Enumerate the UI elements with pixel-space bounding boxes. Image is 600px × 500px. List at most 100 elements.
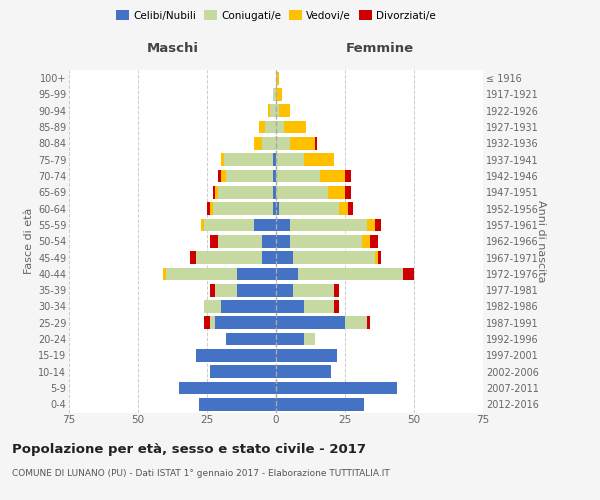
Bar xyxy=(273,186,276,198)
Bar xyxy=(215,186,218,198)
Bar xyxy=(276,316,345,329)
Bar xyxy=(254,137,262,150)
Bar xyxy=(279,104,290,117)
Bar xyxy=(276,202,279,215)
Bar xyxy=(290,235,362,248)
Bar xyxy=(262,251,276,264)
Bar xyxy=(221,154,224,166)
Bar xyxy=(376,218,381,232)
Bar xyxy=(370,235,378,248)
Bar xyxy=(334,284,340,296)
Bar xyxy=(215,284,238,296)
Bar xyxy=(204,218,254,232)
Bar xyxy=(367,218,376,232)
Bar xyxy=(276,251,293,264)
Bar xyxy=(265,120,276,134)
Bar xyxy=(367,316,370,329)
Bar xyxy=(226,332,276,345)
Bar xyxy=(276,332,304,345)
Bar xyxy=(276,186,328,198)
Bar xyxy=(226,170,273,182)
Bar xyxy=(362,235,370,248)
Bar xyxy=(378,251,381,264)
Bar xyxy=(276,382,397,394)
Bar xyxy=(304,300,334,313)
Y-axis label: Fasce di età: Fasce di età xyxy=(23,208,34,274)
Bar xyxy=(210,202,212,215)
Bar xyxy=(268,104,271,117)
Bar xyxy=(218,235,262,248)
Bar xyxy=(403,268,414,280)
Bar xyxy=(238,268,276,280)
Bar xyxy=(259,120,265,134)
Bar xyxy=(204,300,221,313)
Bar xyxy=(254,218,276,232)
Bar xyxy=(276,268,298,280)
Bar xyxy=(262,137,276,150)
Bar xyxy=(210,366,276,378)
Bar xyxy=(199,398,276,410)
Bar xyxy=(202,218,204,232)
Bar xyxy=(334,300,340,313)
Bar xyxy=(276,170,320,182)
Bar xyxy=(328,186,345,198)
Bar xyxy=(284,120,307,134)
Bar xyxy=(196,349,276,362)
Bar xyxy=(212,186,215,198)
Bar xyxy=(345,170,350,182)
Bar xyxy=(276,300,304,313)
Bar xyxy=(207,202,210,215)
Bar xyxy=(204,316,210,329)
Bar xyxy=(276,88,281,101)
Text: Popolazione per età, sesso e stato civile - 2017: Popolazione per età, sesso e stato civil… xyxy=(12,442,366,456)
Bar xyxy=(276,72,279,85)
Bar xyxy=(218,170,221,182)
Bar xyxy=(179,382,276,394)
Bar xyxy=(276,349,337,362)
Bar xyxy=(276,398,364,410)
Bar xyxy=(376,251,378,264)
Bar xyxy=(293,284,334,296)
Bar xyxy=(293,251,376,264)
Bar xyxy=(190,251,196,264)
Bar xyxy=(276,284,293,296)
Bar xyxy=(273,202,276,215)
Text: COMUNE DI LUNANO (PU) - Dati ISTAT 1° gennaio 2017 - Elaborazione TUTTITALIA.IT: COMUNE DI LUNANO (PU) - Dati ISTAT 1° ge… xyxy=(12,468,390,477)
Bar xyxy=(314,137,317,150)
Bar xyxy=(221,300,276,313)
Bar xyxy=(218,186,273,198)
Bar xyxy=(276,218,290,232)
Text: Femmine: Femmine xyxy=(346,42,413,56)
Bar xyxy=(290,218,367,232)
Bar xyxy=(304,154,334,166)
Bar xyxy=(273,88,276,101)
Bar xyxy=(262,235,276,248)
Bar xyxy=(276,120,284,134)
Bar xyxy=(345,186,350,198)
Bar xyxy=(224,154,273,166)
Text: Maschi: Maschi xyxy=(146,42,199,56)
Bar xyxy=(215,316,276,329)
Bar xyxy=(279,202,340,215)
Bar xyxy=(276,104,279,117)
Bar xyxy=(163,268,166,280)
Bar xyxy=(210,316,215,329)
Bar xyxy=(304,332,314,345)
Bar xyxy=(340,202,348,215)
Bar xyxy=(276,137,290,150)
Bar xyxy=(345,316,367,329)
Bar xyxy=(196,251,262,264)
Bar xyxy=(273,170,276,182)
Legend: Celibi/Nubili, Coniugati/e, Vedovi/e, Divorziati/e: Celibi/Nubili, Coniugati/e, Vedovi/e, Di… xyxy=(112,6,440,25)
Bar xyxy=(210,235,218,248)
Bar xyxy=(348,202,353,215)
Y-axis label: Anni di nascita: Anni di nascita xyxy=(536,200,545,282)
Bar xyxy=(210,284,215,296)
Bar xyxy=(238,284,276,296)
Bar xyxy=(221,170,226,182)
Bar xyxy=(290,137,314,150)
Bar xyxy=(320,170,345,182)
Bar xyxy=(276,154,304,166)
Bar xyxy=(276,235,290,248)
Bar xyxy=(166,268,238,280)
